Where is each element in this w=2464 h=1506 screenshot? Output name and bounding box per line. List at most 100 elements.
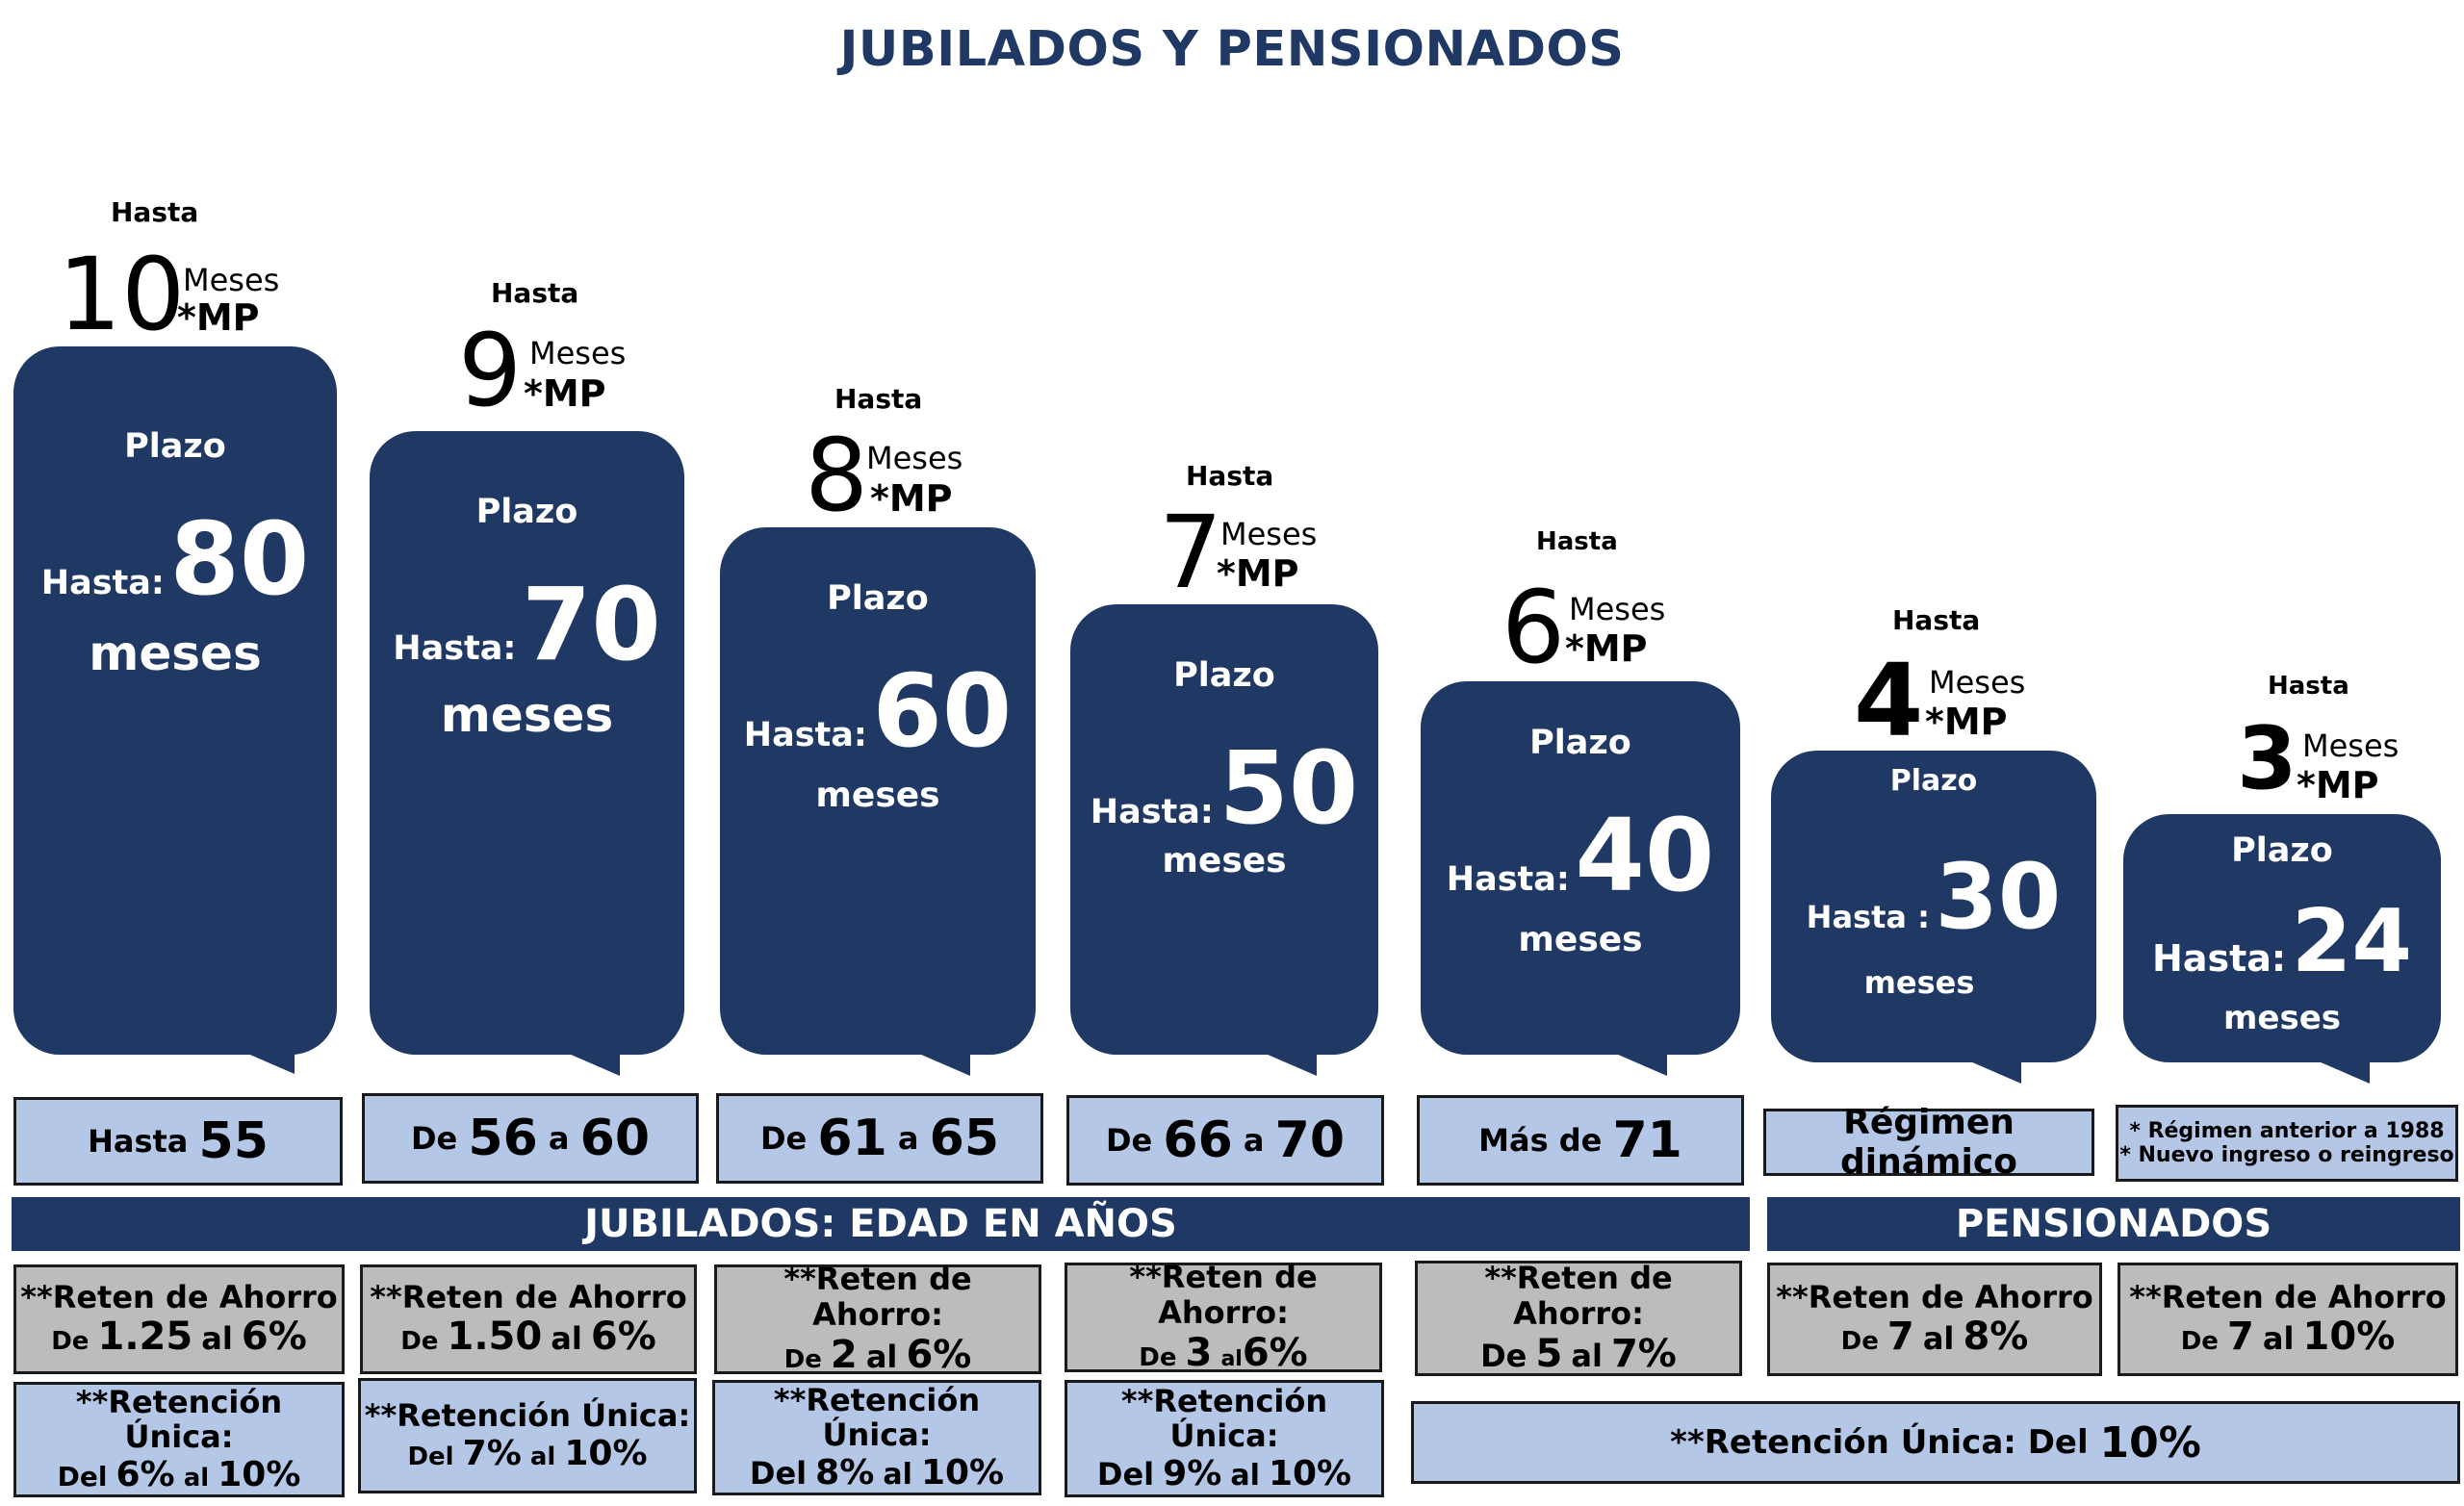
retencion-to: 10%	[218, 1455, 301, 1495]
meses-label: Meses	[866, 440, 963, 476]
plazo-hasta-label: Hasta :	[1806, 899, 1930, 935]
reten-al: al	[865, 1338, 898, 1375]
mp-label: *MP	[1217, 552, 1299, 595]
meses-label: Meses	[1220, 516, 1318, 552]
reten-to: 6%	[590, 1315, 656, 1360]
plazo-label: Plazo	[827, 579, 929, 618]
plazo-months-number: 60	[872, 652, 1013, 770]
age-box-5: Más de 71	[1417, 1095, 1744, 1186]
plazo-hasta-label: Hasta:	[393, 629, 517, 668]
reten-box-4: **Reten de Ahorro: De 3 al6%	[1065, 1260, 1382, 1375]
plazo-months-number: 50	[1219, 729, 1359, 847]
mp-months-number: 8	[805, 417, 869, 534]
age-prefix: De	[410, 1120, 458, 1157]
age-box-4: De 66 a 70	[1066, 1095, 1384, 1186]
term-header-3: Hasta 8 Meses *MP	[799, 383, 991, 525]
reten-to: 8%	[1963, 1315, 2029, 1360]
reten-from: 1.50	[447, 1315, 543, 1360]
bubble-tail	[1964, 1059, 2021, 1084]
reten-to: 6%	[241, 1315, 307, 1360]
plazo-hasta-label: Hasta:	[40, 564, 165, 602]
retencion-label: **Retención Única:	[1120, 1382, 1328, 1455]
age-connector: a	[548, 1120, 570, 1157]
hasta-label: Hasta	[1892, 604, 1981, 636]
age-box-2: De 56 a 60	[362, 1093, 699, 1184]
reten-from: 1.25	[97, 1315, 193, 1360]
plazo-hasta-label: Hasta:	[743, 716, 867, 754]
retencion-box-4: **Retención Única: Del 9% al 10%	[1065, 1380, 1384, 1497]
regimen-dinamico-label: Régimen dinámico	[1840, 1103, 2017, 1182]
page-title: JUBILADOS Y PENSIONADOS	[839, 21, 1625, 78]
reten-al: al	[2262, 1320, 2295, 1358]
meses-label: Meses	[529, 335, 627, 371]
term-header-7: Hasta 3 Meses *MP	[2214, 672, 2426, 806]
reten-de: De	[1840, 1327, 1879, 1357]
meses-label: Meses	[183, 262, 280, 298]
age-to: 65	[929, 1110, 1000, 1167]
mp-months-number: 10	[58, 236, 186, 353]
plazo-meses-label: meses	[2222, 999, 2342, 1037]
bubble-tail	[562, 1051, 620, 1076]
reten-label: **Reten de Ahorro:	[1484, 1260, 1673, 1332]
term-header-5: Hasta 6 Meses *MP	[1502, 527, 1694, 677]
plazo-hasta-label: Hasta:	[1090, 793, 1214, 831]
hasta-label: Hasta	[834, 383, 923, 415]
bubble-tail	[912, 1051, 970, 1076]
reten-from: 7	[1886, 1315, 1914, 1360]
reten-box-6: **Reten de Ahorro De 7 al 8%	[1767, 1263, 2102, 1376]
hasta-label: Hasta	[491, 277, 579, 309]
retencion-box-1: **Retención Única: Del 6% al 10%	[13, 1382, 345, 1497]
reten-label: **Reten de Ahorro:	[783, 1261, 972, 1333]
hasta-label: Hasta	[1186, 460, 1274, 492]
reten-label: **Reten de Ahorro	[20, 1278, 338, 1315]
retencion-label: **Retención Única: Del	[1670, 1423, 2089, 1462]
age-prefix: De	[759, 1120, 808, 1157]
reten-de: De	[783, 1344, 822, 1374]
retencion-al: al	[529, 1442, 556, 1471]
age-from: 61	[817, 1110, 887, 1167]
bubble-tail	[2312, 1059, 2370, 1084]
age-from: 56	[468, 1110, 538, 1167]
mp-months-number: 3	[2237, 708, 2297, 809]
meses-label: Meses	[1929, 664, 2026, 701]
retencion-to: 10%	[1268, 1454, 1352, 1494]
retencion-al: al	[883, 1458, 912, 1493]
nuevo-ingreso-label: * Nuevo ingreso o reingreso	[2119, 1143, 2454, 1167]
retencion-de: Del	[749, 1455, 808, 1493]
retencion-to: 10%	[564, 1433, 648, 1473]
reten-al: al	[551, 1320, 582, 1358]
hasta-label: Hasta	[1536, 527, 1618, 556]
reten-de: De	[1139, 1342, 1177, 1372]
reten-de: De	[400, 1327, 439, 1357]
age-box-regimen-dinamico: Régimen dinámico	[1763, 1103, 2094, 1182]
reten-box-5: **Reten de Ahorro: De 5 al 7%	[1415, 1261, 1742, 1376]
plazo-meses-label: meses	[1162, 841, 1287, 881]
mp-months-number: 4	[1854, 642, 1924, 759]
term-header-4: Hasta 7 Meses *MP	[1155, 460, 1348, 602]
mp-label: *MP	[177, 296, 260, 339]
hasta-label: Hasta	[111, 196, 199, 228]
reten-al: al	[1922, 1320, 1955, 1358]
age-box-regimen-anterior: * Régimen anterior a 1988 * Nuevo ingres…	[2116, 1105, 2458, 1182]
reten-to: 10%	[2302, 1315, 2396, 1360]
reten-al: al	[1220, 1346, 1243, 1371]
plazo-months-number: 30	[1935, 845, 2062, 950]
reten-box-7: **Reten de Ahorro De 7 al 10%	[2118, 1263, 2458, 1376]
age-connector: a	[1243, 1122, 1265, 1159]
plazo-bubble-6: Plazo Hasta : 30 meses	[1771, 751, 2096, 1084]
plazo-hasta-label: Hasta:	[2152, 937, 2287, 980]
age-prefix: Más de	[1478, 1122, 1603, 1159]
retencion-from: 9%	[1163, 1454, 1222, 1494]
retencion-label: **Retención Única:	[364, 1396, 691, 1434]
reten-to: 7%	[1610, 1331, 1677, 1376]
retencion-box-3: **Retención Única: Del 8% al 10%	[712, 1380, 1041, 1495]
reten-de: De	[51, 1327, 90, 1357]
bubble-tail	[1259, 1051, 1317, 1076]
regimen-anterior-label: * Régimen anterior a 1988	[2129, 1118, 2445, 1143]
plazo-bubble-5: Plazo Hasta: 40 meses	[1421, 681, 1740, 1076]
retencion-de: Del	[57, 1461, 108, 1493]
plazo-label: Plazo	[1529, 724, 1631, 762]
plazo-meses-label: meses	[89, 625, 262, 681]
mp-label: *MP	[870, 477, 953, 520]
reten-box-2: **Reten de Ahorro De 1.50 al 6%	[360, 1264, 697, 1374]
